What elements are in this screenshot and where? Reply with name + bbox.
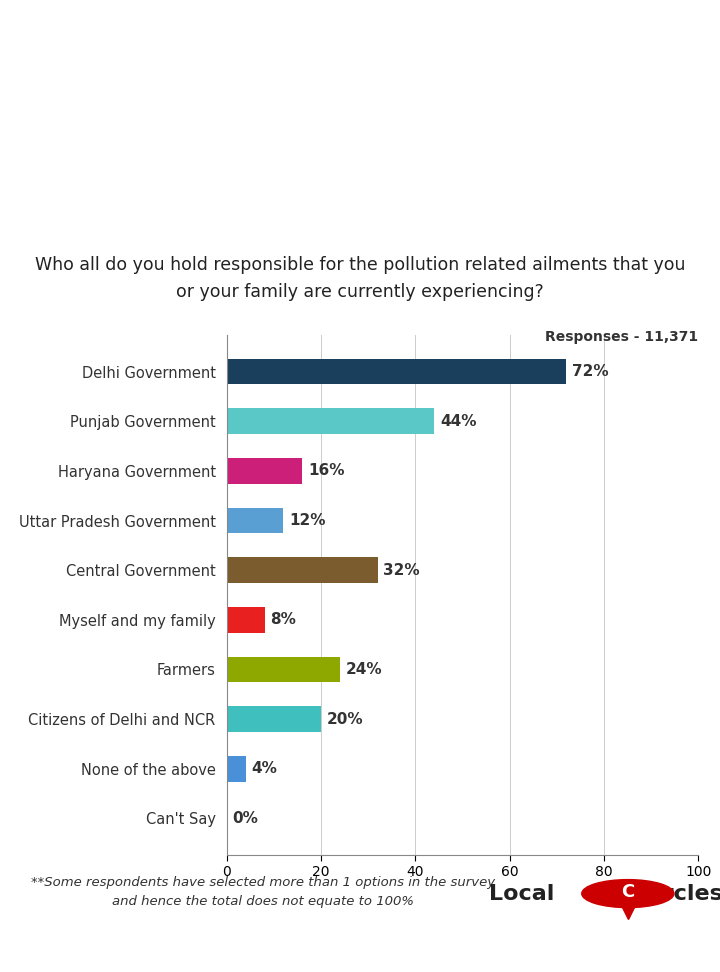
Text: 72%: 72% <box>572 364 608 379</box>
Text: 72% Delhi NCR residents surveyed hold Delhi Government responsible
for the pollu: 72% Delhi NCR residents surveyed hold De… <box>0 91 720 192</box>
Bar <box>227 707 321 732</box>
Text: Who all do you hold responsible for the pollution related ailments that you
or y: Who all do you hold responsible for the … <box>35 257 685 300</box>
Text: All contents in the above graphic is a copyright of LocalCircles and if publishe: All contents in the above graphic is a c… <box>0 946 720 956</box>
Text: 4%: 4% <box>251 761 277 777</box>
Bar <box>227 458 302 484</box>
Bar <box>227 656 340 682</box>
Circle shape <box>582 880 674 908</box>
Bar <box>227 557 378 583</box>
Text: ircles: ircles <box>655 884 720 904</box>
Text: C: C <box>621 883 634 900</box>
Text: 0%: 0% <box>233 811 258 826</box>
Text: Local: Local <box>489 884 554 904</box>
Text: 20%: 20% <box>327 712 364 727</box>
Text: 24%: 24% <box>346 662 382 677</box>
Text: 8%: 8% <box>270 612 296 627</box>
Bar <box>227 756 246 781</box>
Text: 32%: 32% <box>383 563 420 577</box>
Text: 44%: 44% <box>440 414 477 429</box>
Text: 16%: 16% <box>308 464 344 478</box>
Text: **Some respondents have selected more than 1 options in the survey
and hence the: **Some respondents have selected more th… <box>31 876 495 908</box>
Text: 12%: 12% <box>289 513 325 528</box>
Bar <box>227 607 264 633</box>
Bar <box>227 359 567 385</box>
Bar <box>227 408 434 434</box>
Text: Responses - 11,371: Responses - 11,371 <box>545 330 698 344</box>
Bar <box>227 507 284 534</box>
